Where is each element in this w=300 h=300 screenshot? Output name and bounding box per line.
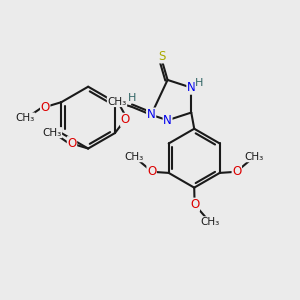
Text: CH₃: CH₃ (200, 217, 219, 227)
Text: CH₃: CH₃ (107, 97, 127, 106)
Text: CH₃: CH₃ (16, 113, 35, 123)
Text: S: S (159, 50, 166, 63)
Text: O: O (190, 198, 200, 211)
Text: O: O (121, 113, 130, 126)
Text: O: O (147, 165, 156, 178)
Text: CH₃: CH₃ (42, 128, 62, 138)
Text: O: O (40, 101, 50, 114)
Text: H: H (128, 93, 136, 103)
Text: CH₃: CH₃ (245, 152, 264, 162)
Text: N: N (147, 108, 155, 121)
Text: O: O (67, 137, 76, 150)
Text: N: N (187, 81, 196, 94)
Text: H: H (195, 78, 204, 88)
Text: N: N (147, 108, 155, 121)
Text: O: O (232, 165, 242, 178)
Text: N: N (163, 114, 172, 127)
Text: CH₃: CH₃ (124, 152, 144, 162)
